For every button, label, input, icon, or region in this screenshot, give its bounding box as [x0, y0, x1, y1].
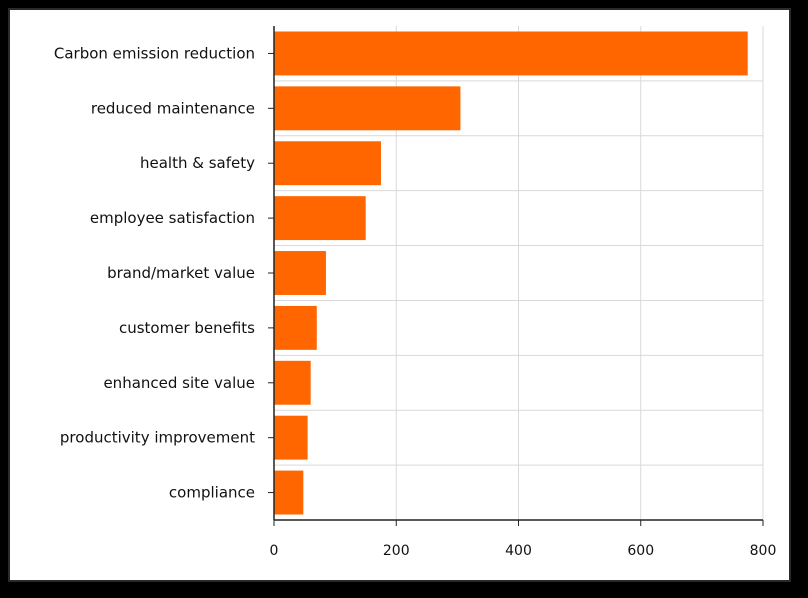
category-label: Carbon emission reduction	[54, 44, 255, 62]
x-tick-label: 400	[505, 543, 532, 559]
bar	[274, 31, 748, 76]
category-label: enhanced site value	[103, 374, 255, 392]
bar	[274, 141, 381, 186]
category-label: employee satisfaction	[90, 209, 255, 227]
bar	[274, 305, 317, 350]
bar	[274, 251, 326, 295]
x-tick-label: 600	[627, 543, 654, 559]
bar	[274, 360, 311, 405]
bar	[274, 470, 304, 515]
bar	[274, 86, 461, 131]
category-label: productivity improvement	[60, 429, 255, 447]
bar	[274, 196, 366, 241]
bar	[274, 415, 308, 460]
category-label: compliance	[169, 484, 255, 502]
category-label: health & safety	[140, 154, 255, 172]
x-tick-label: 800	[750, 543, 777, 559]
category-label: brand/market value	[107, 264, 255, 282]
x-tick-label: 0	[270, 543, 279, 559]
category-label: reduced maintenance	[91, 99, 255, 117]
category-label: customer benefits	[119, 319, 255, 337]
x-tick-label: 200	[383, 543, 410, 559]
